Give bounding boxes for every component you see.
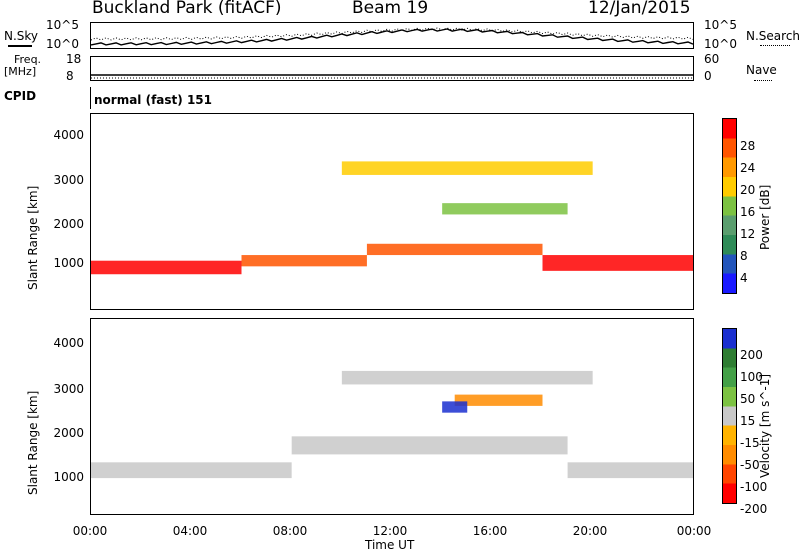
power-band-0 [91, 260, 242, 275]
power-panel [90, 113, 694, 310]
power-band-1 [241, 255, 367, 267]
noise-left-label: N.Sky [4, 29, 39, 43]
freq-unit-label: [MHz] [4, 65, 37, 78]
power-ytick-3000: 3000 [53, 173, 84, 187]
xtick-0000: 00:00 [72, 524, 108, 538]
power-ytick-2000: 2000 [53, 217, 84, 231]
power-cb-tick-4: 4 [740, 271, 748, 285]
power-ytick-1000: 1000 [53, 256, 84, 270]
vel-cb-tick-200: 200 [740, 348, 763, 362]
noise-sky-line [90, 28, 694, 46]
power-cb-tick-20: 20 [740, 183, 756, 197]
freq-tick-bottom: 8 [66, 69, 74, 83]
vel-cb-tick-100: 100 [740, 370, 763, 384]
nave-tick-bottom: 0 [704, 69, 712, 83]
nave-label: Nave [746, 63, 777, 77]
velocity-ytick-4000: 4000 [53, 336, 84, 350]
power-band-2 [366, 243, 543, 256]
noise-left-tick-bottom: 10^0 [46, 37, 79, 51]
noise-right-label: N.Search [746, 29, 800, 43]
noise-search-line [90, 27, 694, 41]
nave-legend-line [754, 80, 772, 81]
power-colorbar [722, 118, 737, 294]
velocity-ytick-3000: 3000 [53, 382, 84, 396]
power-ylabel: Slant Range [km] [26, 185, 40, 290]
velocity-band-4 [454, 394, 543, 406]
velocity-colorbar [722, 328, 737, 504]
xlabel: Time UT [365, 538, 415, 552]
vel-cb-tick-m50: -50 [740, 458, 760, 472]
velocity-band-2 [567, 462, 693, 479]
freq-panel [90, 56, 694, 81]
power-cb-tick-12: 12 [740, 227, 756, 241]
power-band-3 [542, 255, 693, 271]
noise-right-tick-top: 10^5 [704, 18, 737, 32]
power-cb-tick-24: 24 [740, 161, 756, 175]
velocity-ytick-1000: 1000 [53, 470, 84, 484]
nave-tick-top: 60 [704, 52, 720, 66]
noise-right-tick-bottom: 10^0 [704, 37, 737, 51]
vel-cb-tick-15: 15 [740, 414, 756, 428]
freq-tick-top: 18 [66, 52, 82, 66]
power-cb-tick-16: 16 [740, 205, 756, 219]
noise-left-tick-top: 10^5 [46, 18, 79, 32]
xtick-2000: 20:00 [572, 524, 608, 538]
velocity-band-0 [91, 462, 292, 479]
xtick-2400: 00:00 [676, 524, 712, 538]
noise-left-legend-line [8, 45, 32, 47]
vel-cb-tick-m200: -200 [740, 502, 768, 516]
vel-cb-tick-50: 50 [740, 392, 756, 406]
freq-label: Freq. [14, 53, 42, 66]
vel-cb-tick-m15: -15 [740, 436, 760, 450]
power-cb-tick-28: 28 [740, 139, 756, 153]
cpid-panel [90, 87, 694, 109]
xtick-1200: 12:00 [372, 524, 408, 538]
cpid-label: CPID [4, 89, 37, 103]
power-band-5 [442, 203, 568, 215]
velocity-ytick-2000: 2000 [53, 426, 84, 440]
date-label: 12/Jan/2015 [588, 0, 691, 18]
cpid-text: normal (fast) 151 [94, 93, 212, 107]
velocity-band-3 [341, 370, 593, 385]
velocity-cb-label: Velocity [m s^-1] [758, 373, 772, 478]
noise-panel [90, 22, 694, 49]
velocity-ylabel: Slant Range [km] [26, 390, 40, 495]
beam-label: Beam 19 [352, 0, 429, 18]
site-title: Buckland Park (fitACF) [92, 0, 282, 18]
xtick-1600: 16:00 [472, 524, 508, 538]
velocity-panel [90, 318, 694, 515]
vel-cb-tick-m100: -100 [740, 480, 768, 494]
power-cb-label: Power [dB] [758, 184, 772, 250]
power-cb-tick-8: 8 [740, 249, 748, 263]
power-band-4 [341, 161, 593, 175]
xtick-0800: 08:00 [272, 524, 308, 538]
velocity-band-5 [442, 401, 468, 413]
power-ytick-4000: 4000 [53, 128, 84, 142]
xtick-0400: 04:00 [172, 524, 208, 538]
noise-right-legend-line [760, 45, 790, 46]
velocity-band-1 [291, 436, 568, 455]
